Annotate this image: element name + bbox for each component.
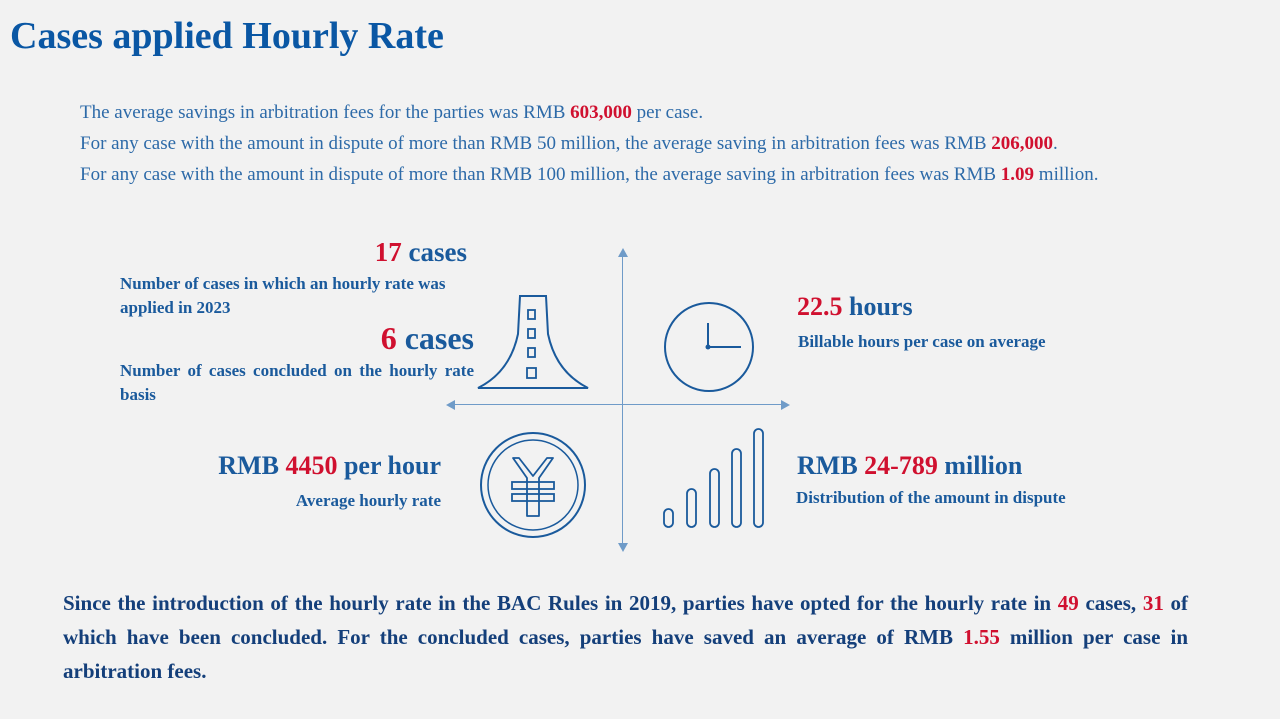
dispute-stat: RMB 24-789 million bbox=[797, 451, 1022, 481]
rate-unit: per hour bbox=[337, 451, 441, 480]
intro-line-2-value: 206,000 bbox=[991, 133, 1054, 154]
intro-line-3-value: 1.09 bbox=[1000, 164, 1035, 185]
arrow-right-icon bbox=[781, 400, 790, 410]
intro-line-3-text: For any case with the amount in dispute … bbox=[80, 164, 1001, 185]
intro-line-1-suffix: per case. bbox=[631, 102, 704, 123]
intro-line-1: The average savings in arbitration fees … bbox=[80, 97, 1260, 128]
page-title: Cases applied Hourly Rate bbox=[10, 15, 444, 57]
intro-text: The average savings in arbitration fees … bbox=[80, 97, 1260, 190]
intro-line-2: For any case with the amount in dispute … bbox=[80, 128, 1260, 159]
summary-value-3: 1.55 bbox=[963, 625, 1000, 649]
arrow-down-icon bbox=[618, 543, 628, 552]
vertical-axis bbox=[622, 250, 623, 550]
hours-unit: hours bbox=[842, 292, 913, 321]
intro-line-2-text: For any case with the amount in dispute … bbox=[80, 133, 992, 154]
cases-applied-stat: 17 cases bbox=[375, 237, 467, 268]
intro-line-3: For any case with the amount in dispute … bbox=[80, 159, 1260, 190]
intro-line-3-suffix: million. bbox=[1034, 164, 1099, 185]
rate-label: Average hourly rate bbox=[295, 491, 441, 510]
cases-concluded-unit: cases bbox=[396, 320, 474, 356]
arrow-left-icon bbox=[446, 400, 455, 410]
summary-text-4: million per case in arbitration fees. bbox=[63, 625, 1189, 683]
horizontal-axis bbox=[448, 404, 788, 405]
rate-value: 4450 bbox=[285, 451, 338, 480]
dispute-value: 24-789 bbox=[864, 451, 938, 480]
rate-stat: RMB 4450 per hour bbox=[218, 451, 441, 481]
hours-value: 22.5 bbox=[797, 292, 843, 321]
arrow-up-icon bbox=[618, 248, 628, 257]
cases-applied-unit: cases bbox=[401, 237, 467, 267]
hours-stat: 22.5 hours bbox=[797, 292, 913, 322]
signal-bars-icon bbox=[663, 428, 764, 528]
hours-label: Billable hours per case on average bbox=[798, 332, 1046, 351]
summary-text-3: of which have been concluded. For the co… bbox=[63, 591, 1188, 649]
cases-applied-value: 17 bbox=[374, 237, 402, 267]
dispute-prefix: RMB bbox=[797, 451, 865, 480]
summary-text-1: Since the introduction of the hourly rat… bbox=[63, 591, 1058, 615]
cases-concluded-value: 6 bbox=[380, 320, 397, 356]
summary-value-1: 49 bbox=[1057, 591, 1079, 615]
road-icon bbox=[477, 295, 589, 389]
cases-concluded-stat: 6 cases bbox=[381, 320, 474, 357]
dispute-label: Distribution of the amount in dispute bbox=[796, 488, 1066, 507]
cases-concluded-label: Number of cases concluded on the hourly … bbox=[120, 361, 474, 404]
intro-line-1-value: 603,000 bbox=[570, 102, 632, 123]
dispute-unit: million bbox=[937, 451, 1023, 480]
summary-paragraph: Since the introduction of the hourly rat… bbox=[63, 586, 1188, 688]
summary-text-2: cases, bbox=[1078, 591, 1143, 615]
summary-value-2: 31 bbox=[1142, 591, 1164, 615]
rate-prefix: RMB bbox=[218, 451, 286, 480]
yuan-icon bbox=[480, 432, 586, 538]
cases-applied-label: Number of cases in which an hourly rate … bbox=[120, 274, 446, 317]
clock-icon bbox=[664, 302, 754, 392]
intro-line-1-text: The average savings in arbitration fees … bbox=[80, 102, 571, 123]
intro-line-2-suffix: . bbox=[1053, 133, 1058, 154]
